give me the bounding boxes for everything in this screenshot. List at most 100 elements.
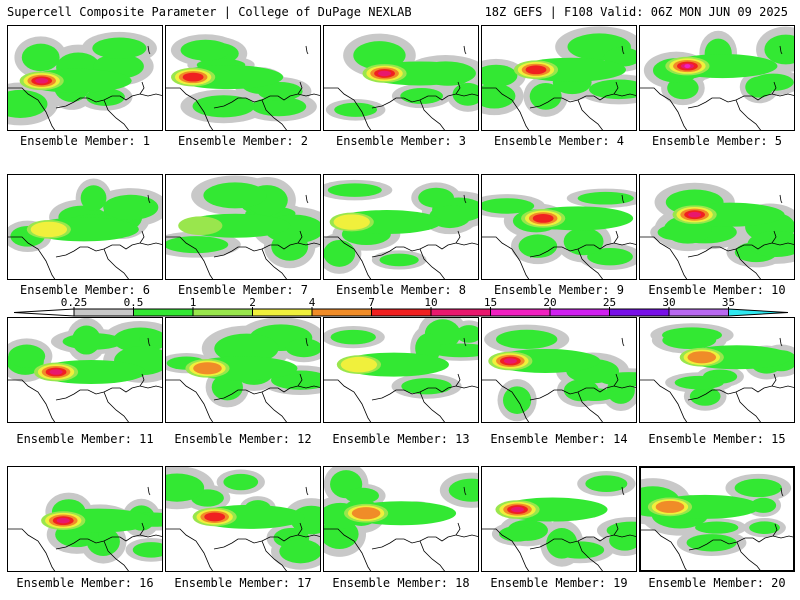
member-map-panel [639,25,795,131]
state-border [577,81,619,130]
state-border [736,523,778,570]
scp-contour-fill [166,236,229,254]
colorbar-swatch [668,308,729,317]
run-info: 18Z GEFS | F108 Valid: 06Z MON JUN 09 20… [484,5,788,19]
scp-contour-fill [745,76,774,98]
state-border [261,522,303,571]
lake-outline [779,194,783,204]
state-border [103,230,145,279]
member-map-panel [481,466,637,572]
state-border [735,81,777,130]
member-map-panel [7,25,163,131]
coastline [482,379,636,422]
scp-contour-fill [764,34,794,65]
member-caption: Ensemble Member: 18 [332,576,470,590]
coastline [641,529,793,570]
scp-contour-fill [429,343,478,358]
colorbar-swatch [192,308,253,317]
member-map-panel [481,174,637,280]
state-border [261,230,303,279]
state-border [103,522,145,571]
scp-contour-fill [448,478,478,502]
coastline [166,236,320,279]
member-caption: Ensemble Member: 10 [648,283,786,297]
state-border [103,81,145,130]
map-title: Supercell Composite Parameter | College … [7,5,412,19]
scp-contour-fill [585,475,628,493]
colorbar-swatch [728,308,788,317]
colorbar-tick-label: 4 [309,296,316,309]
state-border [735,230,777,279]
state-border [419,230,461,279]
scp-contour-fill [695,521,739,534]
scp-contour-fill [279,539,320,564]
coastline [640,379,794,422]
scp-contour-fill [203,182,267,209]
scp-contour-fill [139,332,162,346]
colorbar-tick-label: 10 [424,296,437,309]
scp-contour-fill [452,82,478,106]
coastline [166,528,320,571]
scp-contour-fill [80,185,107,211]
member-map-panel [165,174,321,280]
state-border [577,522,619,571]
coastline [482,236,636,279]
state-border [261,373,303,422]
scp-contour-fill [482,64,518,87]
scp-contour-fill [456,325,478,343]
scp-contour-fill [178,216,223,236]
member-map-panel [639,174,795,280]
lake-outline [463,45,467,55]
scp-contour-fill [498,526,536,542]
member-map-panel [481,25,637,131]
scp-contour-fill [8,89,48,118]
scp-contour-fill [345,487,379,504]
scp-contour-fill [257,82,303,101]
state-border [419,522,461,571]
lake-outline [463,337,467,347]
member-caption: Ensemble Member: 19 [490,576,628,590]
coastline [324,528,478,571]
state-border [261,81,303,130]
colorbar-swatch [609,308,670,317]
coastline [482,87,636,130]
scp-contour-fill [285,338,320,358]
coastline [166,379,320,422]
scp-contour-fill [324,240,356,267]
scp-contour-fill [334,330,368,343]
scp-contour-fill [400,88,444,104]
scp-contour-fill [49,369,63,375]
member-map-panel [323,317,479,423]
member-map-panel [7,317,163,423]
coastline [8,528,162,571]
scp-contour-fill [180,39,231,61]
state-border [419,81,461,130]
member-caption: Ensemble Member: 20 [648,576,786,590]
scp-contour-fill [687,351,717,364]
scp-contour-fill [496,329,558,349]
colorbar-swatch [549,308,610,317]
scp-contour-fill [747,230,794,257]
member-map-panel [165,25,321,131]
coastline [8,87,162,130]
lake-outline [305,337,309,347]
lake-outline [147,337,151,347]
lake-outline [780,487,784,497]
scp-contour-fill [353,41,406,70]
colorbar-swatch [311,308,372,317]
scp-contour-fill [92,37,147,59]
lake-outline [779,45,783,55]
member-caption: Ensemble Member: 8 [335,283,467,297]
member-caption: Ensemble Member: 11 [16,432,154,446]
scp-contour-fill [688,211,702,218]
member-caption: Ensemble Member: 13 [332,432,470,446]
member-caption: Ensemble Member: 3 [335,134,467,148]
colorbar-tick-label: 2 [249,296,256,309]
scp-contour-fill [518,234,558,258]
scp-contour-fill [655,500,685,513]
scp-contour-fill [686,534,737,552]
member-caption: Ensemble Member: 9 [493,283,625,297]
scp-contour-fill [204,512,226,522]
member-caption: Ensemble Member: 6 [19,283,151,297]
member-caption: Ensemble Member: 15 [648,432,786,446]
